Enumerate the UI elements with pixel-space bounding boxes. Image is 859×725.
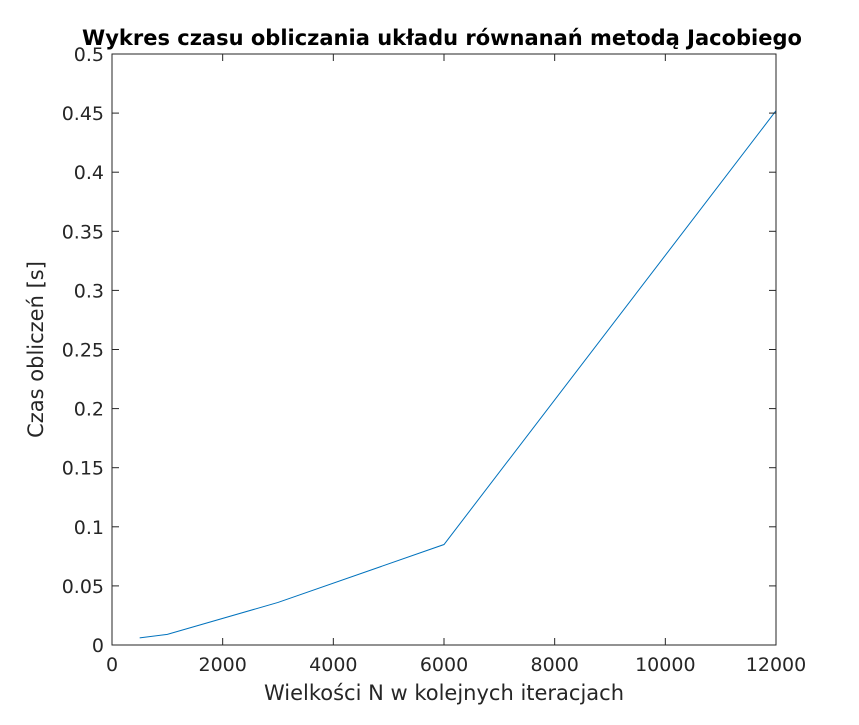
y-axis-ticks: 0 0.05 0.1 0.15 0.2 0.25 0.3 0.35 0.4 0.45 0.5: [62, 44, 776, 657]
x-tick-label: 4000: [309, 654, 357, 676]
x-tick-label: 6000: [420, 654, 468, 676]
y-tick-label: 0: [92, 635, 104, 657]
x-tick-label: 0: [106, 654, 118, 676]
y-tick-label: 0.3: [74, 280, 104, 302]
plot-area: [112, 54, 776, 645]
y-tick-label: 0.1: [74, 517, 104, 539]
plot-background: [112, 54, 776, 645]
y-tick-label: 0.15: [62, 458, 104, 480]
y-tick-label: 0.5: [74, 44, 104, 66]
y-tick-label: 0.35: [62, 221, 104, 243]
y-tick-label: 0.05: [62, 576, 104, 598]
chart-title: Wykres czasu obliczania układu równanań …: [82, 26, 802, 50]
y-tick-label: 0.4: [74, 162, 104, 184]
x-tick-label: 10000: [635, 654, 695, 676]
x-axis-ticks: 0 2000 4000 6000 8000 10000 12000: [106, 54, 806, 676]
x-tick-label: 2000: [198, 654, 246, 676]
series-layer: [139, 110, 777, 639]
x-tick-label: 12000: [746, 654, 806, 676]
y-tick-label: 0.2: [74, 399, 104, 421]
y-axis-label: Czas obliczeń [s]: [24, 261, 48, 438]
series-line-1: [139, 110, 777, 639]
y-tick-label: 0.45: [62, 103, 104, 125]
y-tick-label: 0.25: [62, 340, 104, 362]
x-tick-label: 8000: [530, 654, 578, 676]
x-axis-label: Wielkości N w kolejnych iteracjach: [264, 681, 624, 705]
